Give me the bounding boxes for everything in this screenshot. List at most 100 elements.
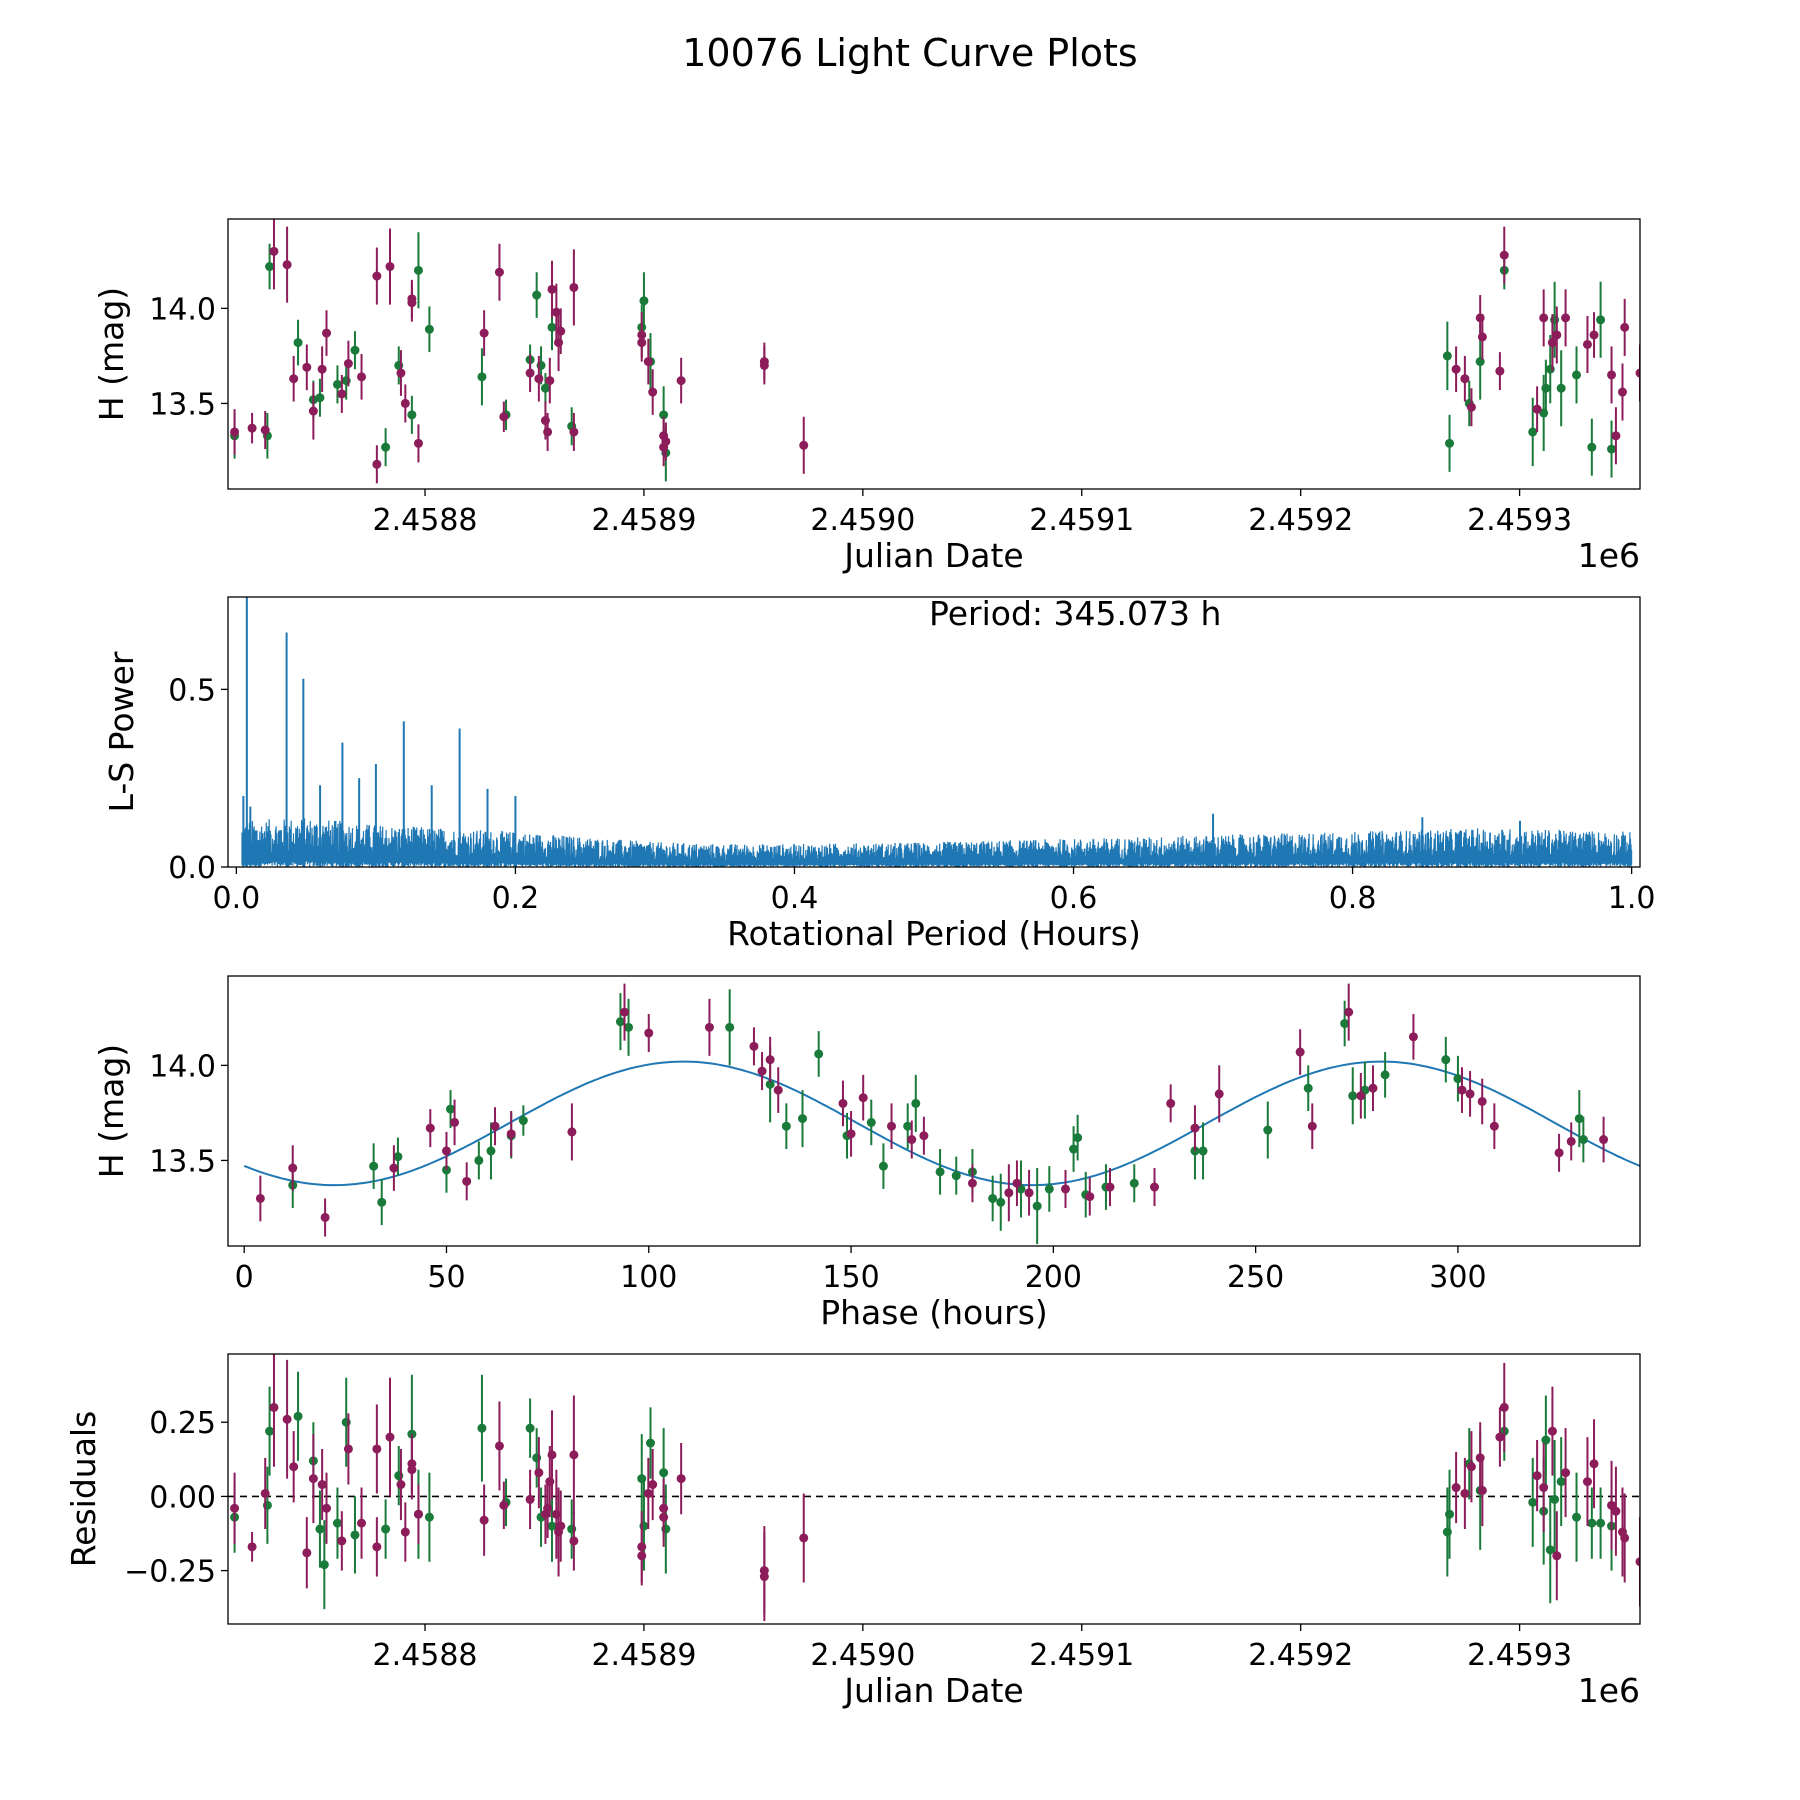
data-point — [322, 328, 332, 338]
x-tick-label: 2.4593 — [1467, 1638, 1572, 1673]
series-band-b — [255, 983, 1609, 1237]
x-tick-label: 0.2 — [492, 881, 540, 916]
data-point — [532, 290, 542, 300]
x-tick-label: 50 — [427, 1260, 465, 1295]
x-tick-label: 1.0 — [1608, 881, 1656, 916]
data-point — [996, 1197, 1006, 1207]
data-point — [289, 374, 299, 384]
data-point — [1545, 1545, 1555, 1555]
data-point — [1356, 1091, 1366, 1101]
data-point — [659, 1512, 669, 1522]
panels: 2.4588 2.4589 2.4590 2.4591 2.4592 2.4593 13.5… — [64, 218, 1656, 1710]
data-point — [988, 1193, 998, 1203]
data-point — [413, 265, 423, 275]
data-point — [659, 410, 669, 420]
data-point — [308, 1474, 318, 1484]
data-point — [1495, 1432, 1505, 1442]
data-point — [413, 438, 423, 448]
data-point — [518, 1116, 528, 1126]
data-point — [1445, 438, 1455, 448]
data-point — [1547, 338, 1557, 348]
data-point — [1073, 1133, 1083, 1143]
data-point — [499, 412, 509, 422]
data-point — [288, 1163, 298, 1173]
data-point — [424, 1512, 434, 1522]
data-point — [1348, 1091, 1358, 1101]
data-point — [1263, 1125, 1273, 1135]
data-point — [1599, 1135, 1609, 1145]
x-tick-label: 0.6 — [1050, 881, 1098, 916]
series-band-a — [230, 232, 1617, 482]
data-point — [1451, 1483, 1461, 1493]
data-point — [619, 1007, 629, 1017]
data-point — [569, 427, 579, 437]
data-point — [400, 398, 410, 408]
data-point — [372, 271, 382, 281]
data-point — [1566, 1136, 1576, 1146]
data-point — [866, 1117, 876, 1127]
data-point — [337, 389, 347, 399]
data-point — [1572, 1512, 1582, 1522]
data-point — [773, 1085, 783, 1095]
data-point — [315, 1524, 325, 1534]
x-axis-label: Rotational Period (Hours) — [727, 914, 1141, 953]
data-point — [1596, 1518, 1606, 1528]
data-point — [332, 1518, 342, 1528]
data-point — [441, 1146, 451, 1156]
y-tick-label: 14.0 — [149, 1049, 216, 1084]
data-point — [534, 374, 544, 384]
data-point — [1340, 1019, 1350, 1029]
data-point — [547, 1450, 557, 1460]
data-point — [725, 1022, 735, 1032]
data-point — [799, 1533, 809, 1543]
data-point — [639, 296, 649, 306]
data-point — [648, 1480, 658, 1490]
data-point — [265, 1426, 275, 1436]
x-offset-text: 1e6 — [1578, 536, 1640, 575]
data-point — [903, 1121, 913, 1131]
data-point — [798, 1114, 808, 1124]
data-point — [759, 360, 769, 370]
data-point — [951, 1171, 961, 1181]
data-point — [1620, 1533, 1630, 1543]
data-point — [1166, 1098, 1176, 1108]
figure-title: 10076 Light Curve Plots — [682, 31, 1137, 75]
data-point — [646, 1438, 656, 1448]
data-point — [1214, 1089, 1224, 1099]
data-point — [317, 1480, 327, 1490]
data-point — [569, 282, 579, 292]
power-series-line — [241, 818, 1633, 867]
data-point — [424, 324, 434, 334]
data-point — [1477, 1096, 1487, 1106]
data-point — [1307, 1121, 1317, 1131]
data-point — [838, 1098, 848, 1108]
data-point — [1499, 250, 1509, 260]
data-point — [1441, 1055, 1451, 1065]
data-point — [320, 1212, 330, 1222]
data-point — [269, 246, 279, 256]
data-point — [547, 1521, 557, 1531]
y-tick-label: 14.0 — [149, 292, 216, 327]
data-point — [637, 1474, 647, 1484]
data-point — [425, 1123, 435, 1133]
data-point — [396, 368, 406, 378]
data-point — [765, 1079, 775, 1089]
data-point — [1572, 370, 1582, 380]
panel-lightcurve: 2.4588 2.4589 2.4590 2.4591 2.4592 2.4593 13.5… — [92, 218, 1641, 575]
x-tick-label: 2.4593 — [1467, 503, 1572, 538]
period-annotation: Period: 345.073 h — [929, 594, 1221, 633]
data-point — [479, 328, 489, 338]
data-point — [1589, 1459, 1599, 1469]
data-point — [372, 459, 382, 469]
data-point — [1295, 1047, 1305, 1057]
y-tick-label: 13.5 — [149, 1144, 216, 1179]
x-tick-label: 0 — [235, 1260, 254, 1295]
data-point — [935, 1167, 945, 1177]
data-point — [547, 284, 557, 294]
data-point — [407, 410, 417, 420]
panel-residuals: 2.4588 2.4589 2.4590 2.4591 2.4592 2.4593 −0.2… — [64, 1353, 1641, 1710]
data-point — [1611, 1506, 1621, 1516]
data-point — [462, 1176, 472, 1186]
data-point — [1589, 330, 1599, 340]
